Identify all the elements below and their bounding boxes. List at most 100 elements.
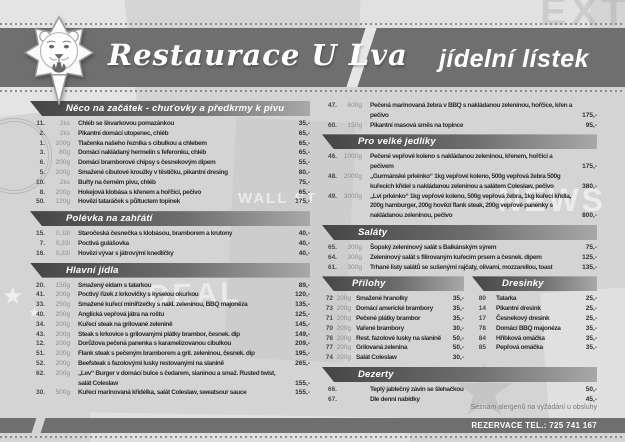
item-name: Domácí BBQ majonéza xyxy=(496,324,561,332)
menu-item-row: 72 200g Smažené hranolky 35,- xyxy=(322,294,464,304)
item-number: 48. xyxy=(327,172,337,180)
item-number: 84 xyxy=(478,334,486,342)
menu-column-left: Něco na začátek - chuťovky a předkrmy k … xyxy=(30,101,310,409)
item-price: 65,- xyxy=(298,129,310,137)
item-price: 155,- xyxy=(295,379,310,387)
menu-item-row: 74 200g Salát Coleslaw 30,- xyxy=(322,353,464,363)
menu-content: Něco na začátek - chuťovky a předkrmy k … xyxy=(30,101,597,409)
menu-item-row: 62. 200g „Lev“ Burger v domácí bulce s čed… xyxy=(30,369,310,389)
menu-item-list: 20. 150g Smažený eidam s tatarkou 89,- 41. 20… xyxy=(30,281,310,399)
menu-item-list: 46. 1000g Pečené vepřové koleno s nakládan… xyxy=(322,152,597,221)
item-price: 65,- xyxy=(298,188,310,196)
sides-dressings-row: Přílohy 72 200g Smažené hranolky 35,- 73 200g… xyxy=(322,276,597,367)
item-price: 35,- xyxy=(452,295,464,303)
item-number: 40. xyxy=(35,310,45,318)
item-quantity: 500g xyxy=(55,389,70,397)
item-price: 89,- xyxy=(298,281,310,289)
item-quantity: 200g xyxy=(55,359,70,367)
item-quantity: 200g xyxy=(55,139,70,147)
item-price: 30,- xyxy=(452,354,464,362)
menu-item-row: 60. 150g Pikantní masová směs na topince 95… xyxy=(322,121,597,131)
item-name: Smažené kuřecí miniřízečky s nakl. zelen… xyxy=(78,301,248,309)
section-header-salads: Saláty xyxy=(322,224,597,240)
item-quantity: 0,33l xyxy=(55,230,70,238)
item-price: 75,- xyxy=(298,178,310,186)
menu-item-row: 85 Pepřová omáčka 35,- xyxy=(472,343,597,353)
item-number: 73 xyxy=(325,305,333,313)
item-price: 65,- xyxy=(298,149,310,157)
item-number: 71 xyxy=(325,314,333,322)
item-number: 33. xyxy=(35,301,45,309)
menu-item-row: 73 200g Domácí americké brambory 35,- xyxy=(322,304,464,314)
item-name: Smažené hranolky xyxy=(356,295,408,303)
section-header-mains: Hlavní jídla xyxy=(30,262,310,278)
item-quantity: 200g xyxy=(55,291,70,299)
item-price: 95,- xyxy=(585,121,597,129)
item-price: 135,- xyxy=(295,301,310,309)
menu-item-row: 47. 600g Pečená marinovaná žebra v BBQ s n… xyxy=(322,101,597,121)
item-name: Pikantní dresink xyxy=(496,305,541,313)
item-price: 195,- xyxy=(295,350,310,358)
menu-item-row: 14 Pikantní dresink 25,- xyxy=(472,304,597,314)
menu-column-right: 47. 600g Pečená marinovaná žebra v BBQ s n… xyxy=(322,101,597,409)
item-number: 72 xyxy=(325,295,333,303)
section-header-starters: Něco na začátek - chuťovky a předkrmy k … xyxy=(30,101,310,116)
menu-item-list: 47. 600g Pečená marinovaná žebra v BBQ s n… xyxy=(322,101,597,130)
item-number: 41. xyxy=(35,291,45,299)
section-desserts: Dezerty 66. Teplý jablečný závin se šleha… xyxy=(322,366,597,405)
menu-item-row: 10. 2ks Buřty na černém pivu, chléb 75,- xyxy=(30,178,310,188)
item-number: 60. xyxy=(327,121,337,129)
item-number: 47. xyxy=(327,102,337,109)
menu-item-row: 80 Tatarka 25,- xyxy=(472,294,597,304)
item-quantity: 300g xyxy=(347,263,362,271)
item-name: Pečená marinovaná žebra v BBQ s nakládan… xyxy=(370,102,572,119)
item-price: 25,- xyxy=(585,305,597,313)
item-number: 43. xyxy=(35,330,45,338)
item-name: „Gurmánské prkénko“ 1kg vepřové koleno, … xyxy=(370,172,561,190)
item-name: Hovězí vývar s játrovými knedlíčky xyxy=(78,249,174,257)
item-name: Steak s krkovice s grilovanými plátky br… xyxy=(78,330,240,338)
item-price: 175,- xyxy=(295,198,310,206)
item-number: 66. xyxy=(327,385,337,393)
section-dressings: Dresinky 80 Tatarka 25,- 14 Pikantní dresink… xyxy=(472,276,597,363)
item-name: Pečené plátky brambor xyxy=(356,314,421,322)
section-starters: Něco na začátek - chuťovky a předkrmy k … xyxy=(30,101,310,207)
reservation-phone: REZERVACE TEL.: 725 741 167 xyxy=(471,421,597,430)
item-quantity: 200g xyxy=(336,305,351,313)
item-price: 50,- xyxy=(452,344,464,352)
menu-item-row: 30. 500g Kuřecí marinovaná křidélka, salát… xyxy=(30,388,310,398)
item-quantity: 600g xyxy=(347,102,362,109)
item-number: 17 xyxy=(478,314,486,322)
dotted-divider xyxy=(0,436,625,438)
item-name: Dorůžova pečená panenka s karamelizovano… xyxy=(78,340,231,348)
menu-item-row: 64. 300g Zeleninový salát s filírovaným ku… xyxy=(322,253,597,263)
item-quantity: 200g xyxy=(55,188,70,196)
menu-item-row: 50. 120g Hovězí tataráček s půltuctem topi… xyxy=(30,197,310,207)
menu-item-row: 5. 200g Smažené cibulové kroužky v těstíčk… xyxy=(30,168,310,178)
item-number: 78 xyxy=(478,324,486,332)
item-name: Kuřecí marinovaná křidélka, salát Colesl… xyxy=(78,389,247,397)
item-name: Buřty na černém pivu, chléb xyxy=(78,178,156,186)
item-price: 25,- xyxy=(585,314,597,322)
item-name: Pikantní masová směs na topince xyxy=(370,121,464,129)
item-quantity: 200g xyxy=(336,314,351,322)
menu-item-row: 20. 150g Smažený eidam s tatarkou 89,- xyxy=(30,281,310,291)
menu-item-row: 43. 200g Steak s krkovice s grilovanými pl… xyxy=(30,330,310,340)
menu-item-row: 51. 200g Flank steak s pečeným bramborem a… xyxy=(30,349,310,359)
item-number: 74 xyxy=(325,354,333,362)
item-name: Vařené brambory xyxy=(356,324,404,332)
item-name: Domácí bramborové chipsy s česnekovým di… xyxy=(78,159,216,167)
item-price: 380,- xyxy=(582,182,597,190)
item-number: 77 xyxy=(325,344,333,352)
menu-item-row: 15. 0,33l Staročeská česnečka s klobásou, … xyxy=(30,229,310,239)
item-quantity: 200g xyxy=(55,168,70,176)
item-quantity: 1000g xyxy=(343,153,362,161)
item-price: 125,- xyxy=(295,310,310,318)
menu-item-row: 7. 0,33l Poctivá gulášovka 40,- xyxy=(30,239,310,249)
item-quantity: 2ks xyxy=(59,120,70,127)
item-number: 12. xyxy=(35,340,45,348)
section-header-sides: Přílohy xyxy=(322,276,464,292)
item-quantity: 80g xyxy=(59,149,70,157)
item-name: Poctivá gulášovka xyxy=(78,239,129,247)
